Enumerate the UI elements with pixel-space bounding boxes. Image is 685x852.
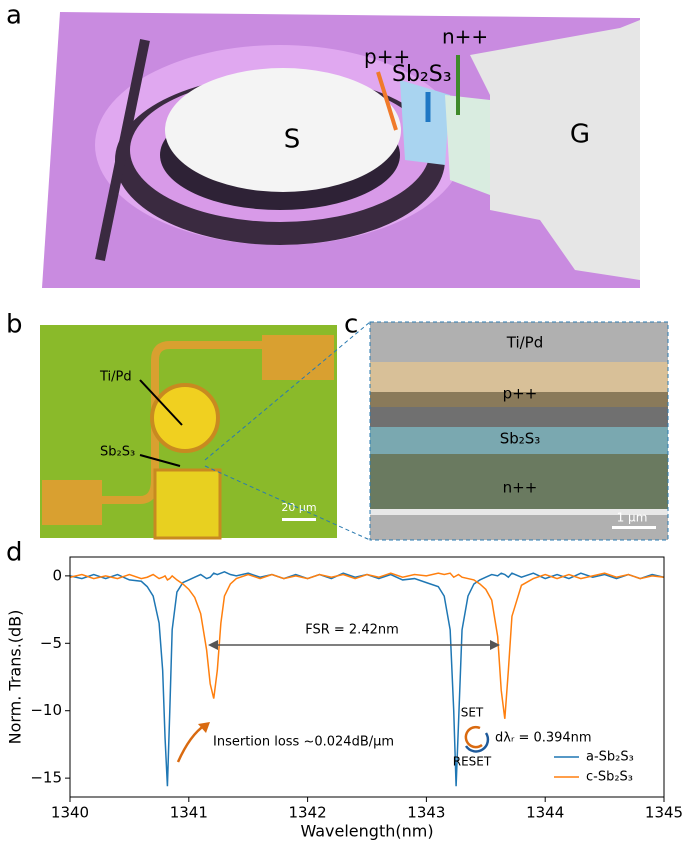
layer: [370, 392, 668, 407]
y-tick-label: −10: [30, 701, 62, 719]
zoom-line: [204, 465, 371, 541]
label-tipd: Ti/Pd: [99, 370, 132, 385]
layer: [370, 454, 668, 509]
panel-label: a: [6, 1, 22, 31]
y-tick-label: −5: [40, 634, 62, 652]
label-n: n++: [503, 479, 538, 497]
frame: [369, 321, 669, 541]
disk: [165, 68, 401, 192]
label-sb: Sb₂S₃: [392, 62, 452, 87]
layer: [370, 427, 668, 454]
arrowhead: [490, 640, 500, 650]
label-p: p++: [503, 385, 538, 403]
series-line: [69, 571, 665, 787]
x-tick-label: 1341: [170, 804, 208, 822]
arrowhead: [198, 722, 210, 733]
x-tick-label: 1340: [51, 804, 89, 822]
layer: [370, 509, 668, 515]
arrow: [139, 454, 181, 467]
pad: [42, 480, 102, 525]
label-g: G: [570, 120, 590, 150]
scale-label: 1 µm: [617, 511, 648, 525]
y-tick-label: 0: [52, 566, 62, 584]
chart: 1340 1341 1342 1343 1344 1345 0 −5 −10 −15 a-Sb₂S₃…: [30, 566, 683, 821]
scale-bar: [282, 518, 316, 521]
pad: [153, 468, 222, 540]
cycle-arrow: [464, 725, 483, 749]
zoom-line: [204, 321, 371, 461]
arrow: [139, 379, 183, 426]
arrowhead: [208, 640, 218, 650]
label-s: S: [284, 125, 301, 155]
x-tick-label: 1344: [526, 804, 564, 822]
n-region: [445, 95, 490, 195]
ring: [150, 383, 220, 453]
fsr-label: FSR = 2.42nm: [305, 623, 399, 638]
edge: [95, 38, 150, 262]
arrow: [376, 71, 398, 131]
cycle-arrow: [464, 732, 490, 753]
layer: [370, 362, 668, 392]
x-tick-label: 1343: [407, 804, 445, 822]
label-sb: Sb₂S₃: [500, 430, 541, 448]
axes-frame: [69, 556, 665, 798]
y-axis-label: Norm. Trans.(dB): [6, 610, 25, 745]
reset-label: RESET: [453, 755, 492, 769]
legend-label: c-Sb₂S₃: [586, 770, 633, 785]
series-line: [69, 572, 665, 719]
pad: [262, 335, 334, 380]
label-tipd: Ti/Pd: [506, 334, 544, 352]
set-label: SET: [461, 706, 484, 720]
panel-label: d: [6, 538, 23, 568]
label-p: p++: [364, 45, 410, 69]
scale-bar: [612, 526, 656, 529]
label-n: n++: [442, 25, 488, 49]
legend-label: a-Sb₂S₃: [586, 750, 634, 765]
x-tick-label: 1342: [289, 804, 327, 822]
electrode-g: [470, 20, 640, 280]
panel-label: b: [6, 310, 23, 340]
panel-label: c: [344, 310, 358, 340]
loss-arrow: [176, 723, 206, 763]
shift-label: dλᵣ = 0.394nm: [495, 731, 592, 746]
x-axis-label: Wavelength(nm): [300, 822, 433, 841]
x-tick-label: 1345: [645, 804, 683, 822]
y-tick-label: −15: [30, 769, 62, 787]
sb-region: [400, 80, 450, 165]
loss-label: Insertion loss ~0.024dB/µm: [213, 735, 394, 750]
layer: [370, 407, 668, 427]
label-sb: Sb₂S₃: [100, 445, 135, 460]
scale-label: 20 µm: [281, 501, 316, 514]
